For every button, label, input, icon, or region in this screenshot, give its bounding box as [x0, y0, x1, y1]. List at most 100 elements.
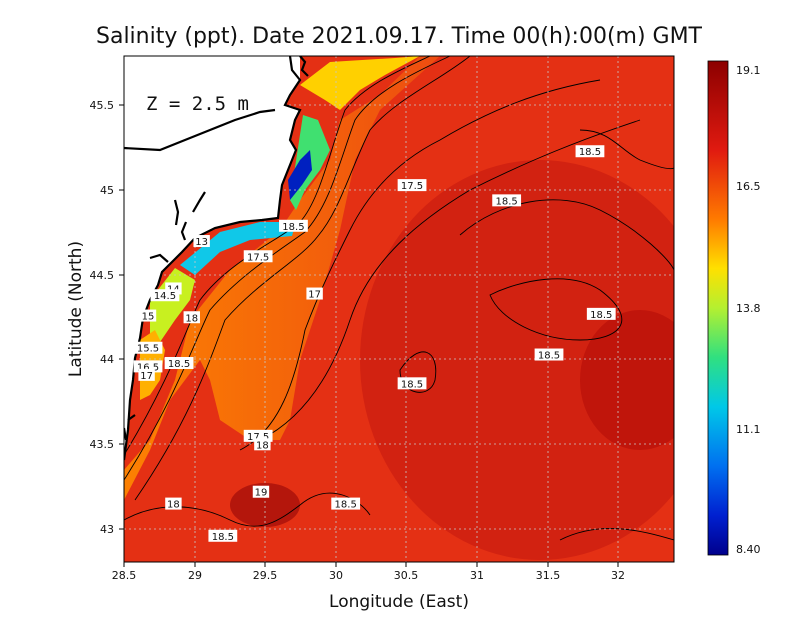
- contour-label: 18.5: [279, 219, 308, 233]
- x-tick-label: 30.5: [394, 569, 419, 582]
- contour-label-text: 18.5: [335, 500, 357, 511]
- contour-label: 19: [252, 485, 270, 499]
- contour-label-text: 16.5: [137, 362, 159, 373]
- danube-delta-inlet: [192, 191, 206, 213]
- colorbar-tick-label: 13.8: [736, 302, 761, 315]
- contour-label-text: 17: [308, 290, 321, 301]
- contour-label-box: [397, 377, 427, 390]
- contour-label-box: [139, 309, 157, 322]
- graticule: [124, 56, 674, 562]
- high-salinity-region: [360, 160, 674, 560]
- x-tick-label: 29.5: [253, 569, 278, 582]
- contour-label-text: 18: [167, 500, 180, 511]
- contour-label-box: [165, 497, 182, 510]
- colorbar-tick-label: 19.1: [736, 64, 761, 77]
- contour-label: 17.5: [397, 179, 427, 192]
- contour-label: 15.5: [133, 341, 163, 355]
- contour-label-text: 13: [195, 237, 208, 248]
- contour-label-text: 18.5: [590, 310, 612, 321]
- contour-label: 17: [306, 287, 323, 301]
- low-salinity-core: [288, 150, 312, 200]
- colorbar-tick-label: 16.5: [736, 180, 761, 193]
- x-tick-label: 32: [611, 569, 625, 582]
- contour-label: 17: [138, 368, 155, 382]
- contour-label: 14.5: [150, 289, 180, 302]
- x-tick-label: 31: [470, 569, 484, 582]
- lagoon-outline: [124, 108, 276, 441]
- contour-label-text: 18.5: [168, 359, 190, 370]
- contour-label-box: [586, 307, 616, 320]
- contour-labels: 18.517.518.518.51317.51414.517151818.515…: [133, 145, 616, 543]
- contour-label-box: [279, 219, 308, 232]
- contour-label: 15: [139, 309, 157, 323]
- contour-label-text: 18.5: [496, 196, 518, 207]
- contour-label: 18.5: [397, 377, 427, 390]
- contour-label-text: 18.5: [401, 379, 423, 390]
- contour-label-text: 15: [142, 312, 155, 323]
- low-salinity-plume: [124, 56, 440, 500]
- y-tick-label: 45: [100, 184, 114, 197]
- contour-label-box: [397, 179, 427, 192]
- contour-label-box: [243, 250, 273, 263]
- contour-label-box: [306, 287, 323, 300]
- contour-label-text: 18.5: [579, 147, 601, 158]
- x-tick-label: 29: [188, 569, 202, 582]
- map-title: Salinity (ppt). Date 2021.09.17. Time 00…: [96, 24, 703, 49]
- contour-label-box: [193, 235, 210, 248]
- contour-label-text: 18.5: [212, 532, 234, 543]
- contour-label-text: 17.5: [247, 252, 269, 263]
- contour-label: 18.5: [575, 145, 605, 158]
- contour-label-box: [575, 145, 605, 158]
- contour-label: 18.5: [331, 497, 361, 511]
- depth-label: Z = 2.5 m: [146, 93, 249, 115]
- contour-label-box: [254, 438, 271, 451]
- x-tick-label: 30: [329, 569, 343, 582]
- contour-label-text: 18: [185, 313, 198, 324]
- contour-label-text: 14.5: [154, 291, 176, 302]
- contour-label-text: 17.5: [401, 181, 423, 192]
- contour-label: 18: [254, 438, 271, 451]
- y-tick-label: 43: [100, 523, 114, 536]
- contour-label: 18.5: [534, 348, 564, 362]
- x-axis: 28.5 29 29.5 30 30.5 31 31.5 32: [112, 562, 625, 582]
- y-axis: 43 43.5 44 44.5 45 45.5: [90, 99, 124, 536]
- coastal-gradient-yellow: [300, 56, 420, 110]
- contour-label-box: [164, 356, 194, 369]
- contour-label-text: 18: [256, 440, 269, 451]
- y-tick-label: 43.5: [90, 438, 115, 451]
- land-mass: [124, 56, 300, 460]
- contour-label: 18.5: [164, 356, 194, 370]
- contour-label: 18: [165, 497, 182, 511]
- colorbar-gradient: [707, 60, 729, 556]
- contour-label-box: [183, 311, 200, 324]
- y-axis-label: Latitude (North): [66, 241, 86, 377]
- contour-label: 18.5: [208, 529, 238, 543]
- contour-label-box: [252, 485, 270, 498]
- contour-label-box: [208, 529, 238, 542]
- contour-label: 18.5: [492, 194, 522, 207]
- contour-label-text: 18.5: [282, 222, 304, 233]
- contour-label-text: 17: [140, 371, 153, 382]
- contour-label-box: [150, 289, 180, 302]
- x-tick-label: 28.5: [112, 569, 137, 582]
- high-salinity-south: [230, 483, 300, 527]
- x-tick-label: 31.5: [536, 569, 561, 582]
- contour-label: 18: [183, 311, 200, 324]
- contour-label-text: 15.5: [137, 344, 159, 355]
- contour-label-box: [138, 368, 155, 381]
- contour-label: 13: [193, 235, 210, 248]
- plot-frame: [123, 55, 675, 563]
- coastal-gradient-cyan: [180, 222, 296, 275]
- contour-label-box: [492, 194, 522, 207]
- y-tick-label: 44: [100, 353, 114, 366]
- north-coast: [299, 56, 309, 77]
- y-tick-label: 45.5: [90, 99, 115, 112]
- plot-area: [124, 56, 674, 562]
- contour-label-text: 18.5: [538, 351, 560, 362]
- contour-label: 17.5: [243, 250, 273, 263]
- colorbar-tick-label: 8.40: [736, 543, 761, 556]
- y-tick-label: 44.5: [90, 269, 115, 282]
- contour-label-box: [133, 341, 163, 354]
- contour-label-box: [331, 497, 361, 510]
